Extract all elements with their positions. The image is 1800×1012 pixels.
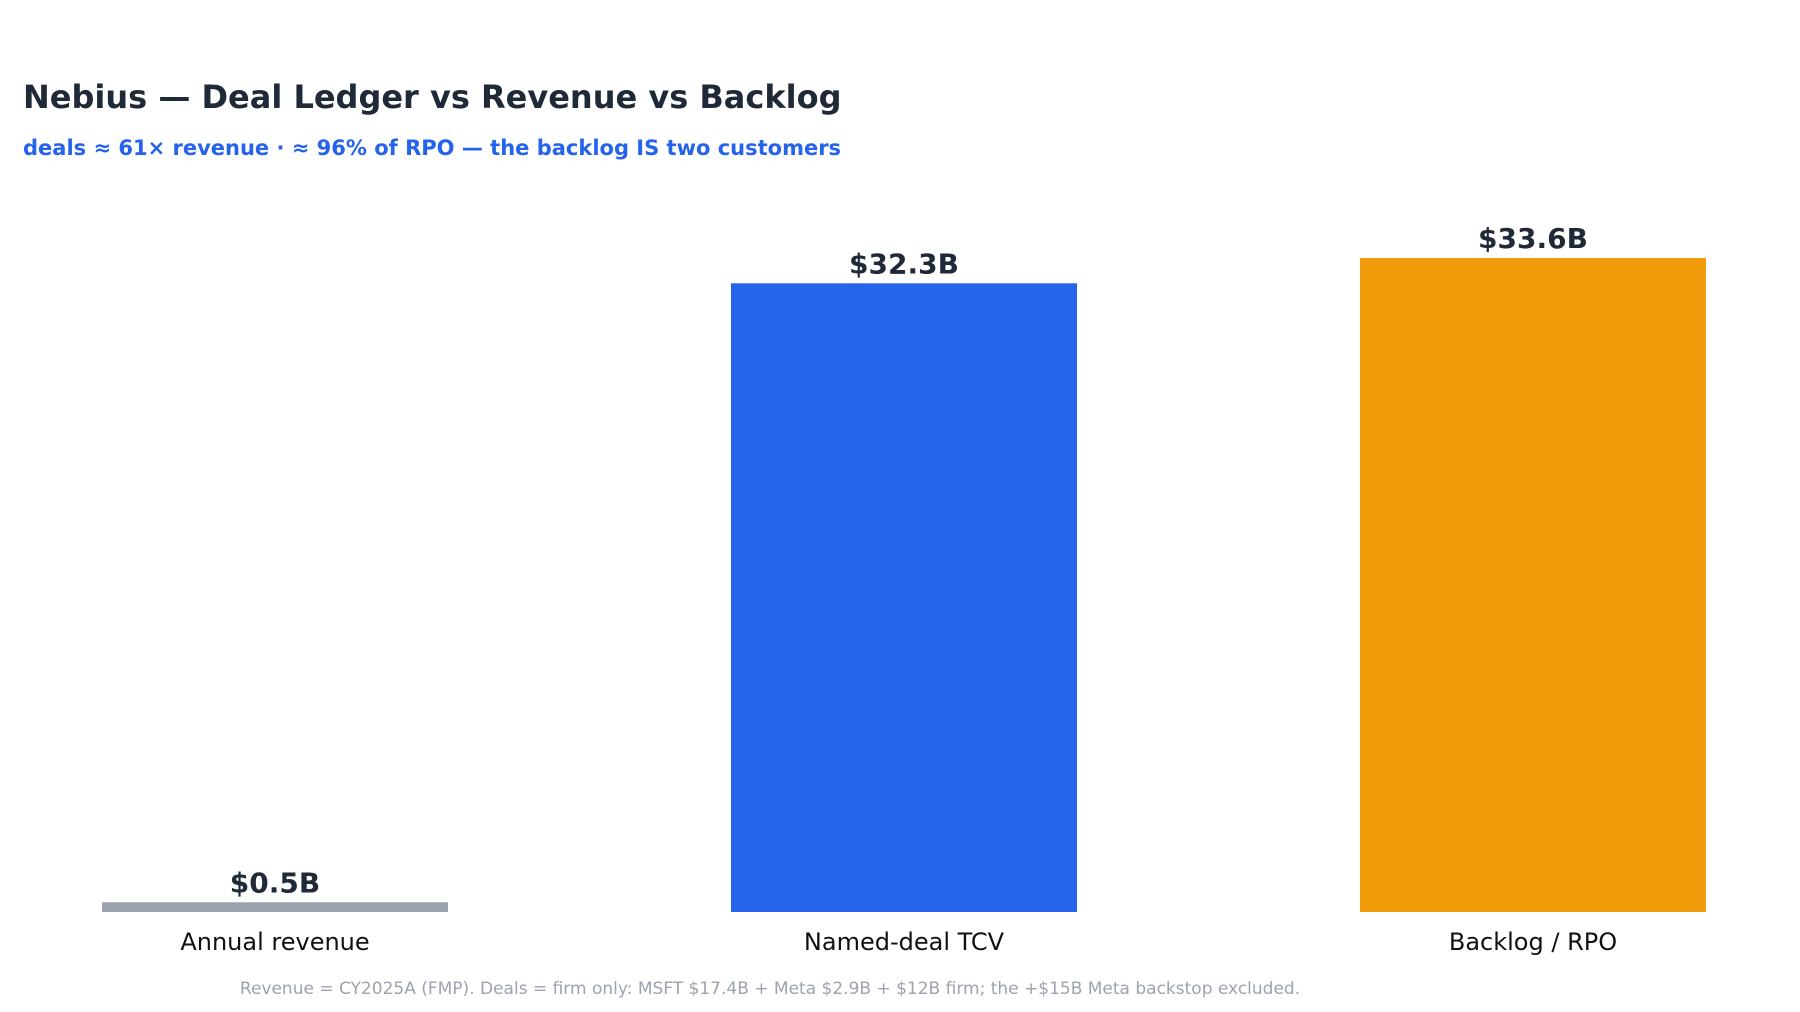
bar-1 [731,283,1077,912]
x-tick-label-2: Backlog / RPO [1449,928,1617,956]
bar-0 [102,902,448,912]
x-tick-label-0: Annual revenue [180,928,369,956]
chart-footnote: Revenue = CY2025A (FMP). Deals = firm on… [239,979,1301,999]
value-label-1: $32.3B [849,247,959,280]
chart-title: Nebius — Deal Ledger vs Revenue vs Backl… [23,78,842,116]
value-label-0: $0.5B [230,866,320,899]
value-label-2: $33.6B [1478,222,1588,255]
chart-subtitle: deals ≈ 61× revenue · ≈ 96% of RPO — the… [23,136,842,160]
bars [102,258,1706,912]
x-tick-label-1: Named-deal TCV [804,928,1005,956]
value-labels: $0.5B $32.3B $33.6B [230,222,1588,899]
x-tick-labels: Annual revenue Named-deal TCV Backlog / RP… [180,928,1617,956]
bar-2 [1360,258,1706,912]
